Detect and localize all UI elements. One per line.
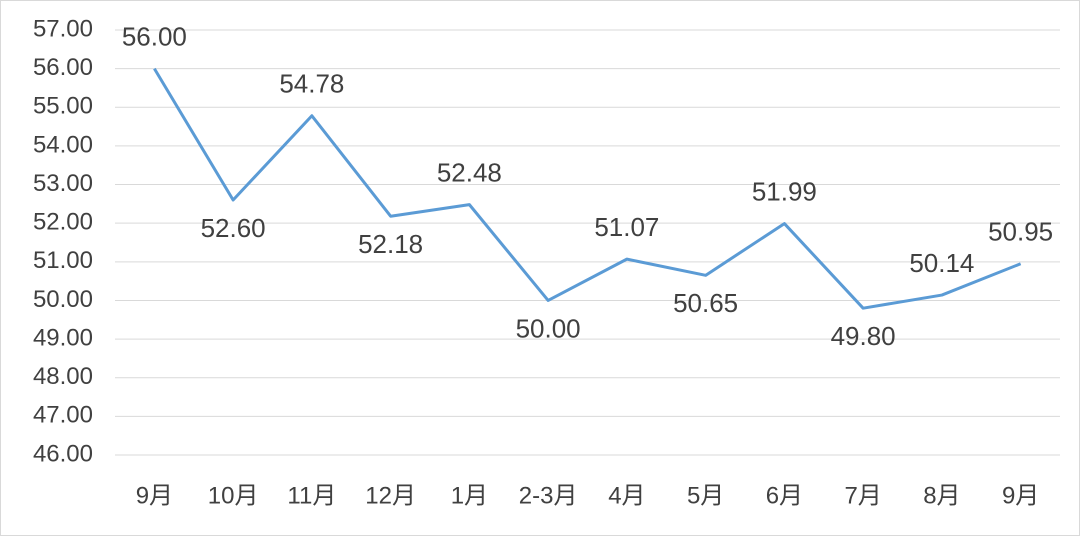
- y-tick-label: 48.00: [33, 363, 93, 390]
- y-tick-label: 53.00: [33, 170, 93, 197]
- y-tick-label: 52.00: [33, 209, 93, 236]
- data-label: 56.00: [122, 22, 187, 52]
- x-tick-label: 8月: [923, 482, 960, 509]
- x-tick-label: 4月: [608, 482, 645, 509]
- data-label: 50.95: [988, 217, 1053, 247]
- data-label: 50.65: [673, 288, 738, 318]
- data-label: 54.78: [279, 69, 344, 99]
- x-tick-label: 5月: [687, 482, 724, 509]
- x-tick-label: 9月: [136, 482, 173, 509]
- y-tick-label: 50.00: [33, 286, 93, 313]
- data-label: 52.48: [437, 158, 502, 188]
- y-tick-label: 49.00: [33, 324, 93, 351]
- x-tick-label: 11月: [287, 482, 336, 509]
- x-tick-label: 10月: [208, 482, 259, 509]
- y-tick-label: 46.00: [33, 440, 93, 467]
- x-tick-label: 2-3月: [519, 482, 578, 509]
- y-tick-label: 57.00: [33, 15, 93, 42]
- data-label: 51.07: [594, 212, 659, 242]
- x-tick-label: 7月: [844, 482, 881, 509]
- y-tick-label: 47.00: [33, 402, 93, 429]
- x-tick-label: 9月: [1002, 482, 1039, 509]
- data-label: 50.14: [909, 248, 974, 278]
- y-tick-label: 54.00: [33, 131, 93, 158]
- data-label: 51.99: [752, 176, 817, 206]
- data-label: 49.80: [831, 321, 896, 351]
- data-line: [153, 67, 1022, 310]
- y-tick-label: 56.00: [33, 54, 93, 81]
- x-tick-label: 12月: [365, 482, 416, 509]
- x-tick-label: 1月: [451, 482, 488, 509]
- y-tick-label: 51.00: [33, 247, 93, 274]
- x-tick-label: 6月: [766, 482, 803, 509]
- data-label: 50.00: [516, 313, 581, 343]
- y-tick-label: 55.00: [33, 93, 93, 120]
- data-label: 52.60: [201, 213, 266, 243]
- data-label: 52.18: [358, 229, 423, 259]
